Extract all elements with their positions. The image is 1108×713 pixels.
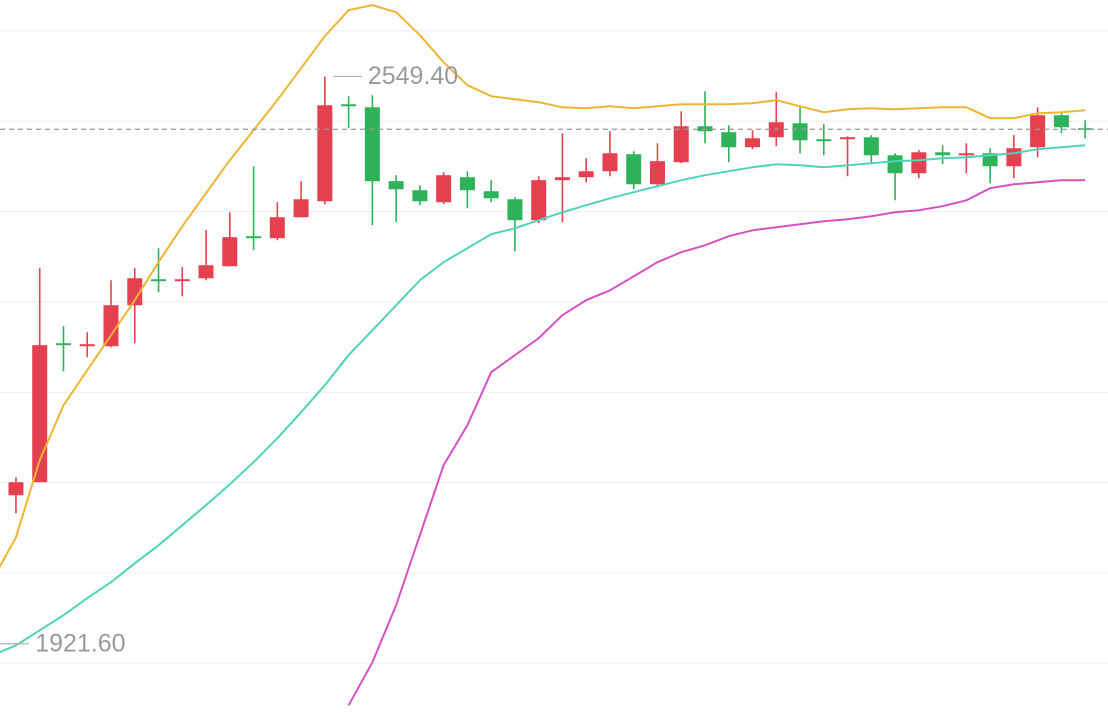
- indicator-line: [0, 4, 1086, 569]
- candle-body: [554, 177, 570, 181]
- annotation-label: 2549.40: [368, 62, 458, 90]
- candle-body: [8, 482, 24, 496]
- candle-body: [1077, 128, 1093, 130]
- candle-body: [174, 279, 190, 282]
- candle-body: [1006, 148, 1022, 167]
- candle-body: [198, 265, 214, 279]
- candle-body: [578, 171, 594, 178]
- annotation-label: 1921.60: [35, 629, 125, 657]
- candle-body: [55, 343, 71, 346]
- candle-body: [32, 345, 48, 483]
- candle-body: [531, 180, 547, 221]
- candle-body: [887, 155, 903, 174]
- candle-body: [721, 132, 737, 148]
- candle-body: [626, 154, 642, 185]
- candle-body: [863, 137, 879, 156]
- candle-body: [507, 199, 523, 221]
- candle-body: [269, 217, 285, 239]
- candle-body: [816, 139, 832, 142]
- candle-body: [79, 344, 95, 347]
- candle-body: [246, 236, 262, 239]
- candle-body: [459, 177, 475, 191]
- candle-body: [673, 126, 689, 163]
- candle-body: [602, 153, 618, 172]
- candle-body: [483, 191, 499, 199]
- candle-body: [103, 305, 119, 347]
- candle-body: [792, 123, 808, 141]
- candle-body: [151, 279, 167, 282]
- candle-body: [222, 237, 238, 267]
- candle-body: [364, 107, 380, 182]
- candle-body: [127, 278, 143, 306]
- candle-body: [911, 152, 927, 174]
- indicator-line: [347, 179, 1086, 706]
- candle-body: [1053, 115, 1069, 128]
- candle-body: [293, 199, 309, 218]
- candle-body: [1030, 115, 1046, 148]
- candle-body: [958, 153, 974, 156]
- candle-body: [388, 181, 404, 190]
- indicator-line: [0, 144, 1086, 654]
- candle-body: [935, 152, 951, 156]
- candle-body: [412, 190, 428, 202]
- candle-body: [341, 104, 357, 107]
- candle-body: [436, 175, 452, 203]
- candle-body: [745, 138, 761, 148]
- candle-body: [840, 137, 856, 140]
- candle-body: [649, 161, 665, 185]
- candle-body: [317, 105, 333, 202]
